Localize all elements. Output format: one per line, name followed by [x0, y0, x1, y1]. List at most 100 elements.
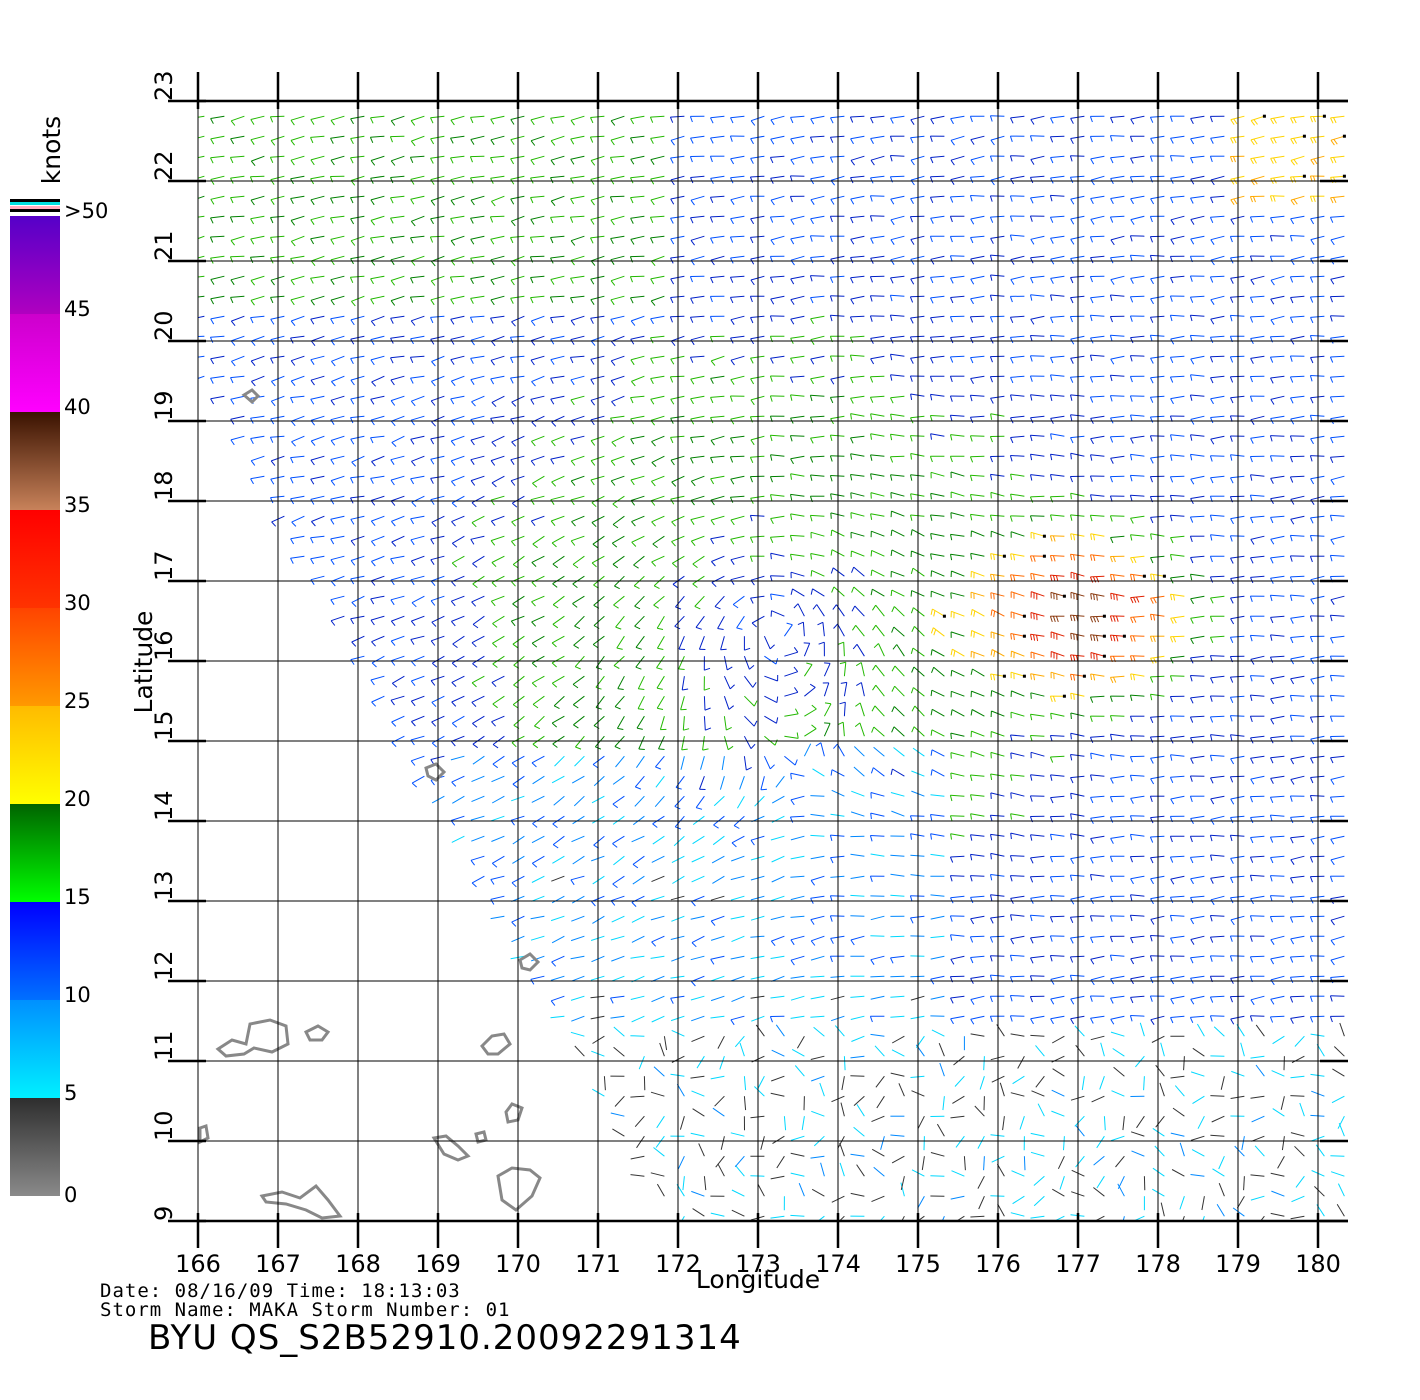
- wind-barb: [804, 728, 817, 737]
- wind-barb: [530, 235, 545, 238]
- wind-barb: [611, 355, 625, 362]
- wind-barb: [870, 1033, 885, 1037]
- wind-barb: [1230, 595, 1245, 599]
- wind-barb-feather: [570, 320, 576, 326]
- wind-barb-feather: [890, 590, 893, 597]
- wind-barb-feather: [469, 156, 473, 163]
- wind-barb-feather: [490, 460, 496, 466]
- wind-barb: [231, 335, 245, 342]
- wind-barb-feather: [1270, 634, 1273, 641]
- wind-barb: [1290, 175, 1305, 178]
- wind-barb: [330, 195, 345, 199]
- wind-barb: [330, 555, 345, 561]
- wind-barb: [1192, 1095, 1205, 1105]
- wind-barb-feather: [1290, 297, 1294, 304]
- wind-barb: [790, 155, 805, 161]
- wind-barb: [1150, 555, 1165, 559]
- wind-barb-feather: [1210, 734, 1213, 741]
- wind-barb: [900, 1215, 905, 1222]
- wind-barb-feather: [590, 479, 595, 486]
- wind-barb: [691, 935, 705, 944]
- wind-barb-feather: [1330, 779, 1335, 785]
- wind-barb: [678, 636, 685, 650]
- wind-barb: [810, 915, 825, 921]
- wind-barb: [652, 835, 665, 845]
- wind-barb-feather: [250, 139, 255, 145]
- wind-barb-feather: [730, 559, 735, 565]
- wind-barb: [1250, 1195, 1265, 1201]
- wind-barb-feather: [750, 218, 755, 225]
- wind-barb: [930, 533, 945, 537]
- wind-barb: [450, 335, 465, 340]
- wind-barb-feather: [1109, 816, 1114, 823]
- wind-barb-feather: [1033, 674, 1035, 681]
- wind-barb-feather: [810, 297, 814, 304]
- wind-barb-feather: [1169, 315, 1173, 322]
- wind-barb-feather: [1229, 715, 1233, 722]
- wind-barb-feather: [1270, 158, 1274, 164]
- wind-barb: [617, 675, 625, 689]
- wind-barb-feather: [290, 198, 294, 205]
- wind-barb: [370, 395, 385, 400]
- wind-barb-feather: [330, 120, 335, 126]
- wind-barb-feather: [726, 726, 732, 731]
- wind-barb-feather: [209, 236, 214, 243]
- wind-barb: [491, 515, 505, 522]
- wind-barb: [410, 435, 425, 440]
- wind-barb-feather: [1110, 754, 1113, 761]
- wind-barb: [615, 615, 625, 628]
- wind-barb: [776, 1155, 785, 1169]
- wind-barb-feather: [510, 480, 516, 486]
- wind-barb: [611, 915, 625, 923]
- wind-barb: [730, 375, 745, 381]
- wind-barb-feather: [1090, 158, 1095, 165]
- wind-barb: [603, 1076, 606, 1091]
- wind-barb-feather: [970, 709, 973, 716]
- wind-barb: [571, 835, 585, 843]
- wind-barb-feather: [1090, 494, 1093, 501]
- wind-barb: [850, 1015, 865, 1020]
- wind-barb: [531, 895, 545, 902]
- wind-barb-feather: [1190, 358, 1195, 365]
- wind-barb: [1130, 534, 1145, 537]
- wind-barb: [850, 375, 865, 379]
- wind-barb: [690, 355, 705, 358]
- wind-barb-feather: [449, 276, 454, 283]
- wind-barb-feather: [970, 514, 973, 521]
- wind-barb: [1330, 435, 1345, 439]
- wind-barb-feather: [491, 862, 498, 868]
- wind-barb: [1290, 575, 1305, 578]
- wind-barb-feather: [1173, 594, 1176, 601]
- wind-barb: [730, 175, 745, 179]
- wind-barb: [898, 1083, 905, 1097]
- wind-barb: [1110, 455, 1125, 459]
- wind-barb: [390, 695, 405, 701]
- wind-barb-feather: [410, 377, 414, 384]
- wind-barb: [698, 636, 705, 650]
- wind-barb: [270, 115, 285, 118]
- wind-barb-feather: [492, 703, 498, 709]
- wind-barb: [930, 415, 945, 417]
- wind-barb: [1230, 815, 1245, 818]
- wind-barb: [810, 531, 825, 537]
- wind-barb-feather: [1052, 575, 1056, 582]
- wind-barb: [610, 895, 625, 902]
- wind-barb: [1290, 1095, 1305, 1097]
- wind-barb: [744, 675, 754, 688]
- wind-barb-feather: [590, 400, 596, 406]
- wind-barb: [850, 115, 865, 118]
- wind-barb-feather: [1249, 297, 1254, 303]
- wind-barb: [910, 315, 925, 319]
- wind-barb-feather: [689, 156, 693, 163]
- wind-barb-feather: [1089, 696, 1094, 703]
- wind-barb: [1330, 475, 1345, 481]
- wind-barb: [310, 295, 325, 301]
- wind-barb: [710, 515, 725, 521]
- wind-barb: [790, 553, 805, 557]
- wind-barb-feather: [910, 474, 913, 481]
- wind-barb: [1130, 935, 1145, 939]
- wind-barb-feather: [450, 200, 455, 206]
- wind-barb: [1170, 975, 1185, 980]
- wind-barb-feather: [1049, 394, 1053, 402]
- wind-barb: [1250, 915, 1265, 917]
